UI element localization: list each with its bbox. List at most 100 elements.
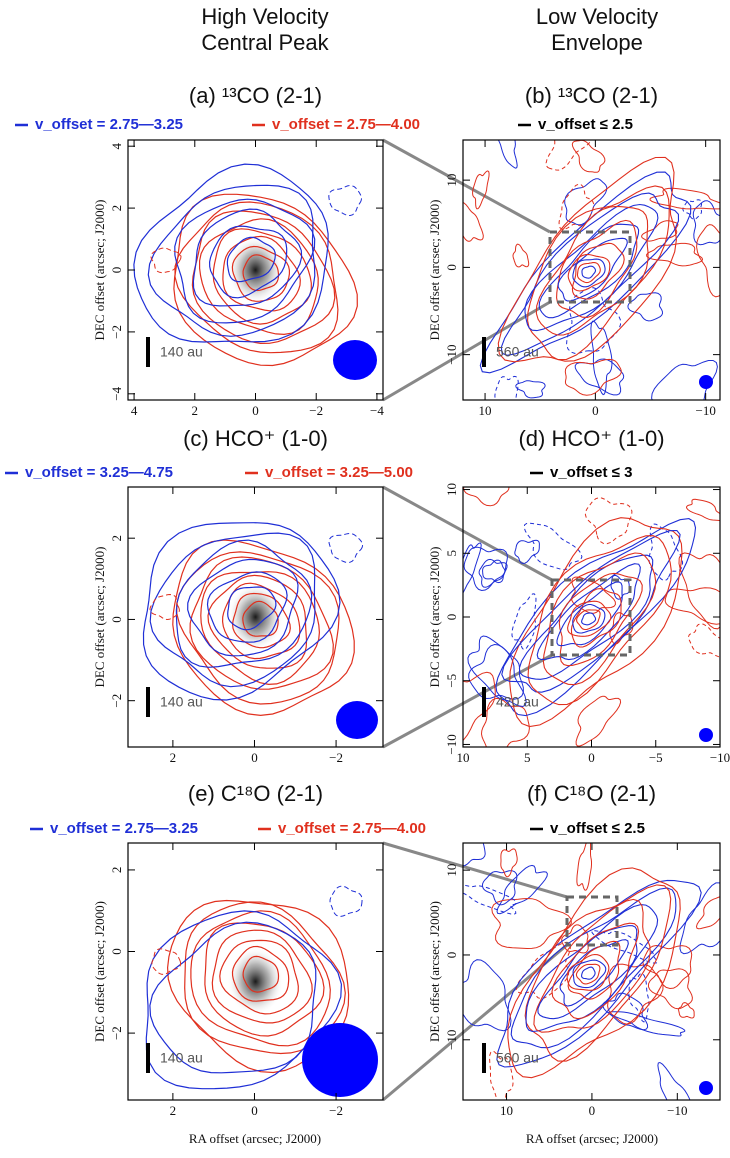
x-tick-label: −10 — [710, 750, 730, 765]
dashed-contour — [151, 948, 182, 975]
y-tick-label: 10 — [444, 483, 459, 496]
contour — [590, 320, 613, 396]
core-contour — [575, 963, 601, 985]
blue-contour — [187, 558, 299, 657]
y-tick-label: 2 — [109, 535, 124, 542]
red-contour — [173, 193, 358, 367]
dashed-contour — [328, 532, 364, 564]
beam — [699, 375, 713, 389]
y-tick-label: 0 — [109, 948, 124, 955]
y-tick-label: 0 — [444, 264, 459, 271]
legend-label: v_offset = 2.75—4.00 — [278, 820, 426, 837]
frame — [127, 486, 384, 748]
contour — [467, 635, 527, 708]
y-axis-label: DEC offset (arcsec; J2000) — [92, 901, 107, 1042]
contour — [472, 170, 490, 210]
contour — [500, 848, 518, 878]
blue-contour — [206, 571, 288, 643]
contour — [692, 200, 720, 246]
red-contour — [222, 235, 301, 312]
zoom-connectors — [382, 138, 568, 1102]
y-tick-label: 0 — [444, 614, 459, 621]
y-tick-label: −5 — [444, 674, 459, 688]
x-tick-label: 0 — [589, 1103, 596, 1118]
scale-bar-label: 140 au — [160, 344, 203, 360]
panel-title: (a) ¹³CO (2-1) — [189, 83, 322, 108]
red-contour — [571, 242, 625, 300]
core-contour — [572, 959, 607, 989]
contour — [696, 224, 720, 298]
y-axis-label: DEC offset (arcsec; J2000) — [92, 200, 107, 341]
map — [463, 487, 720, 747]
core-contour — [581, 265, 597, 279]
panel-title: (e) C¹⁸O (2-1) — [188, 781, 323, 806]
y-tick-label: −2 — [109, 325, 124, 339]
y-tick-label: 10 — [444, 174, 459, 187]
x-tick-label: −2 — [309, 403, 323, 418]
x-tick-label: 0 — [588, 750, 595, 765]
red-contour — [219, 939, 299, 1015]
y-tick-label: 10 — [444, 864, 459, 877]
red-contour — [211, 929, 313, 1024]
red-contour — [189, 556, 334, 690]
contour — [685, 498, 720, 522]
y-tick-label: 0 — [444, 952, 459, 959]
red-contour — [527, 535, 672, 706]
panel-title: (b) ¹³CO (2-1) — [525, 83, 658, 108]
contour — [463, 202, 484, 242]
blue-contour — [556, 581, 623, 647]
y-axis-label: DEC offset (arcsec; J2000) — [427, 547, 442, 688]
y-tick-label: −2 — [109, 694, 124, 708]
x-tick-label: −10 — [667, 1103, 687, 1118]
core-contour — [566, 953, 610, 991]
red-contour — [533, 898, 651, 1033]
contour — [649, 187, 720, 210]
blue-contour — [208, 225, 288, 299]
core-contour — [567, 253, 611, 292]
legend-label: v_offset = 2.75—4.00 — [272, 116, 420, 133]
contour — [591, 930, 658, 964]
legend-label: v_offset = 3.25—4.75 — [25, 464, 173, 481]
contour — [564, 358, 622, 396]
y-tick-label: −10 — [444, 1030, 459, 1050]
y-axis-label: DEC offset (arcsec; J2000) — [92, 547, 107, 688]
red-contour — [204, 922, 325, 1037]
red-contour — [507, 867, 681, 1079]
contour — [489, 1050, 514, 1100]
core-contour — [572, 258, 606, 288]
contour — [463, 884, 517, 915]
y-tick-label: 4 — [109, 142, 124, 149]
contour — [523, 522, 583, 571]
red-contour — [497, 156, 677, 363]
legend-label: v_offset ≤ 3 — [550, 464, 632, 481]
blue-contour — [495, 518, 697, 717]
red-contour — [200, 571, 321, 686]
x-tick-label: 2 — [170, 1103, 177, 1118]
x-tick-label: 2 — [170, 750, 177, 765]
contour — [463, 671, 496, 742]
panel-title: (f) C¹⁸O (2-1) — [527, 781, 656, 806]
contour — [657, 1061, 691, 1100]
blue-contour — [500, 192, 680, 356]
panel-title: (d) HCO⁺ (1-0) — [518, 426, 664, 451]
red-contour — [212, 228, 312, 325]
blue-contour — [192, 208, 303, 307]
contour — [496, 864, 548, 915]
core-contour — [567, 600, 612, 637]
y-tick-label: 2 — [109, 205, 124, 212]
map — [463, 140, 720, 400]
x-tick-label: −2 — [329, 1103, 343, 1118]
legend-label: v_offset = 3.25—5.00 — [265, 464, 413, 481]
contour — [480, 697, 530, 747]
red-contour — [535, 205, 649, 336]
blue-contour — [147, 184, 316, 337]
dashed-contour — [149, 593, 180, 621]
contour — [609, 612, 634, 645]
red-contour — [190, 910, 331, 1047]
contour — [512, 243, 530, 268]
scale-bar-label: 560 au — [496, 344, 539, 360]
x-tick-label: 2 — [192, 403, 199, 418]
beam — [302, 1023, 378, 1097]
blue-contour — [510, 887, 677, 1049]
